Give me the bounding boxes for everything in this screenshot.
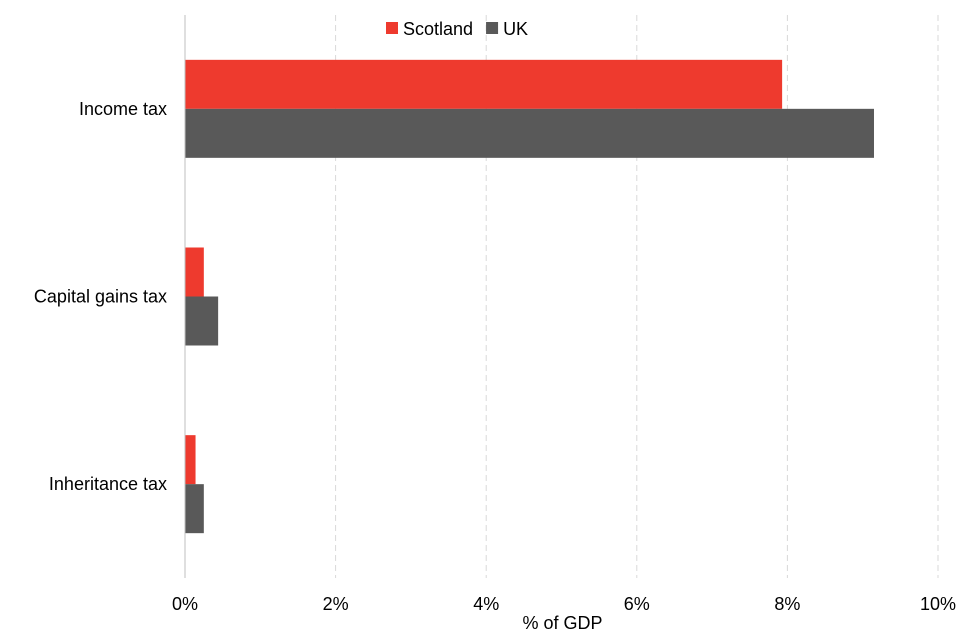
category-label: Capital gains tax bbox=[34, 287, 167, 307]
bars bbox=[185, 59, 874, 534]
bar-scotland-2 bbox=[185, 435, 196, 485]
x-tick-label: 0% bbox=[172, 594, 198, 614]
legend-label-uk: UK bbox=[503, 19, 528, 39]
category-label: Income tax bbox=[79, 99, 167, 119]
x-tick-label: 2% bbox=[323, 594, 349, 614]
x-tick-label: 10% bbox=[920, 594, 956, 614]
bar-uk-0 bbox=[185, 108, 874, 158]
x-tick-label: 4% bbox=[473, 594, 499, 614]
legend-swatch-uk bbox=[486, 22, 499, 34]
x-tick-label: 8% bbox=[774, 594, 800, 614]
bar-uk-2 bbox=[185, 484, 204, 534]
x-axis-title: % of GDP bbox=[522, 613, 602, 633]
legend: Scotland UK bbox=[386, 19, 528, 39]
bar-scotland-1 bbox=[185, 247, 204, 297]
legend-label-scotland: Scotland bbox=[403, 19, 473, 39]
category-labels: Income tax Capital gains tax Inheritance t… bbox=[34, 99, 167, 494]
legend-swatch-scotland bbox=[386, 22, 398, 34]
category-label: Inheritance tax bbox=[49, 474, 167, 494]
bar-uk-1 bbox=[185, 296, 219, 346]
bar-scotland-0 bbox=[185, 59, 783, 109]
x-tick-labels: 0% 2% 4% 6% 8% 10% bbox=[172, 594, 956, 614]
x-tick-label: 6% bbox=[624, 594, 650, 614]
